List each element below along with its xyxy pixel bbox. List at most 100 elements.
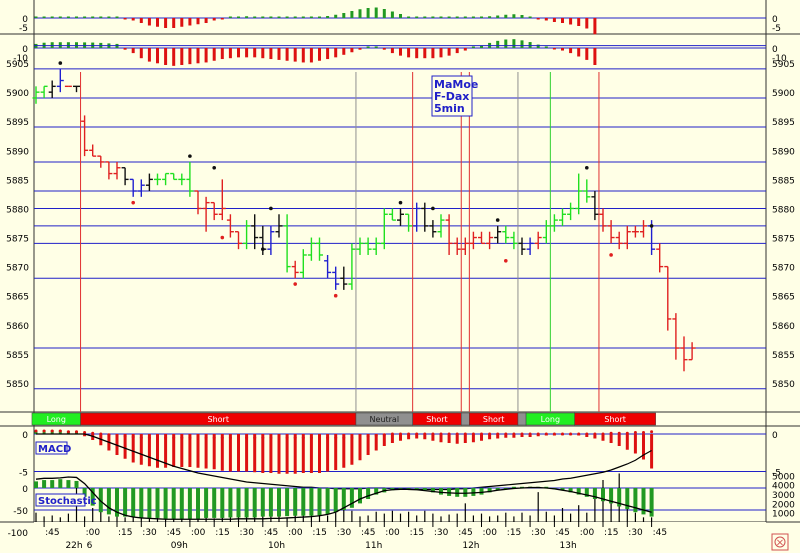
- top-oscillator-bar: [431, 48, 435, 59]
- top-oscillator-bar: [204, 18, 208, 23]
- pivot-marker: [585, 165, 589, 170]
- macd-label: MACD: [38, 444, 71, 455]
- macd-signal-dot: [399, 432, 402, 436]
- stochastic-bar: [649, 488, 654, 517]
- hour-label: 11h: [365, 541, 382, 551]
- macd-bar: [601, 434, 605, 441]
- macd-signal-dot: [374, 434, 378, 437]
- macd-bar: [399, 434, 402, 441]
- top-oscillator-bar: [569, 18, 573, 25]
- stochastic-bar: [285, 488, 290, 517]
- top-oscillator-bar: [585, 18, 589, 29]
- macd-signal-dot: [528, 432, 532, 436]
- price-tick-right: 5850: [772, 380, 795, 390]
- macd-bar: [609, 434, 613, 443]
- time-label: :30: [240, 528, 255, 538]
- top-oscillator-bar: [358, 48, 362, 50]
- pivot-marker: [431, 206, 435, 211]
- top-oscillator-bar: [439, 48, 443, 58]
- macd-bar: [415, 434, 419, 439]
- top-oscillator-bar: [253, 16, 257, 18]
- stochastic-bar: [430, 488, 435, 493]
- price-tick-left: 5890: [6, 147, 29, 157]
- macd-bar: [115, 434, 119, 455]
- macd-signal-dot: [431, 432, 435, 436]
- time-label: :00: [86, 528, 101, 538]
- top-oscillator-bar: [561, 18, 564, 23]
- top-oscillator-bar: [480, 16, 483, 18]
- stochastic-bar: [349, 488, 354, 508]
- macd-signal-dot: [277, 436, 281, 440]
- top-oscillator-bar: [228, 48, 232, 59]
- top-oscillator-bar: [164, 18, 168, 28]
- stochastic-bar: [625, 488, 630, 510]
- price-tick-left: 5850: [6, 380, 29, 390]
- stochastic-tick-left: 0: [22, 485, 28, 495]
- top-oscillator-bar: [463, 48, 467, 51]
- stochastic-bar: [341, 488, 346, 510]
- top-oscillator-bar: [399, 14, 402, 18]
- macd-signal-dot: [172, 436, 176, 440]
- stochastic-bar: [155, 488, 160, 518]
- top-oscillator-bar: [471, 16, 475, 18]
- top-oscillator-bar: [99, 16, 103, 18]
- time-label: :30: [628, 528, 643, 538]
- macd-bar: [471, 434, 475, 443]
- macd-bar: [172, 434, 176, 467]
- stochastic-bar: [228, 488, 233, 518]
- macd-signal-dot: [520, 432, 524, 436]
- macd-signal-dot: [204, 436, 208, 440]
- top-oscillator-bar: [552, 18, 556, 22]
- top-oscillator-bar: [245, 16, 249, 18]
- top-oscillator-bar: [172, 48, 176, 66]
- macd-signal-dot: [269, 436, 273, 440]
- top-oscillator-bar: [390, 11, 394, 18]
- top-oscillator-bar: [131, 18, 135, 21]
- macd-signal-dot: [544, 432, 548, 436]
- top-oscillator-bar: [139, 18, 143, 23]
- stochastic-bar: [50, 480, 55, 488]
- macd-bar: [220, 434, 224, 471]
- stochastic-bar: [58, 479, 63, 488]
- time-label: :45: [361, 528, 375, 538]
- time-label: :30: [142, 528, 157, 538]
- top-oscillator-bar: [269, 16, 273, 18]
- top-oscillator-bar: [382, 48, 386, 50]
- time-label: :45: [264, 528, 278, 538]
- top-oscillator-bar: [50, 42, 54, 48]
- macd-bar: [342, 434, 346, 468]
- macd-signal-dot: [593, 432, 597, 436]
- close-button[interactable]: ×: [771, 533, 789, 551]
- price-tick-right: 5865: [772, 293, 795, 303]
- time-label: :15: [118, 528, 132, 538]
- macd-bar: [164, 434, 168, 468]
- macd-signal-dot: [471, 432, 475, 436]
- top-oscillator-bar: [585, 48, 589, 60]
- top-oscillator-bar: [318, 48, 321, 61]
- stochastic-bar: [171, 488, 176, 519]
- stochastic-bar: [317, 488, 322, 516]
- macd-bar: [301, 434, 305, 473]
- top-oscillator-bar: [237, 48, 240, 58]
- macd-bar: [431, 434, 435, 441]
- stochastic-bar: [390, 488, 395, 491]
- macd-bar: [625, 434, 629, 450]
- macd-bar: [455, 434, 459, 444]
- macd-signal-dot: [617, 431, 621, 435]
- stochastic-bar: [252, 488, 257, 518]
- stochastic-bar: [220, 488, 225, 518]
- macd-bar: [269, 434, 273, 473]
- top-oscillator-bar: [496, 15, 500, 18]
- signal-segment-label: Long: [47, 415, 66, 424]
- top-oscillator-bar: [423, 48, 427, 59]
- top-left-tick: 0: [22, 45, 28, 55]
- pivot-marker: [188, 154, 192, 158]
- top-oscillator-bar: [293, 48, 297, 62]
- macd-signal-dot: [577, 432, 581, 436]
- pivot-marker: [609, 253, 613, 257]
- macd-bar: [439, 434, 443, 443]
- top-oscillator-bar: [318, 16, 321, 18]
- time-label: :00: [580, 528, 595, 538]
- legend-box: MaMoe F-Dax 5min: [431, 75, 478, 117]
